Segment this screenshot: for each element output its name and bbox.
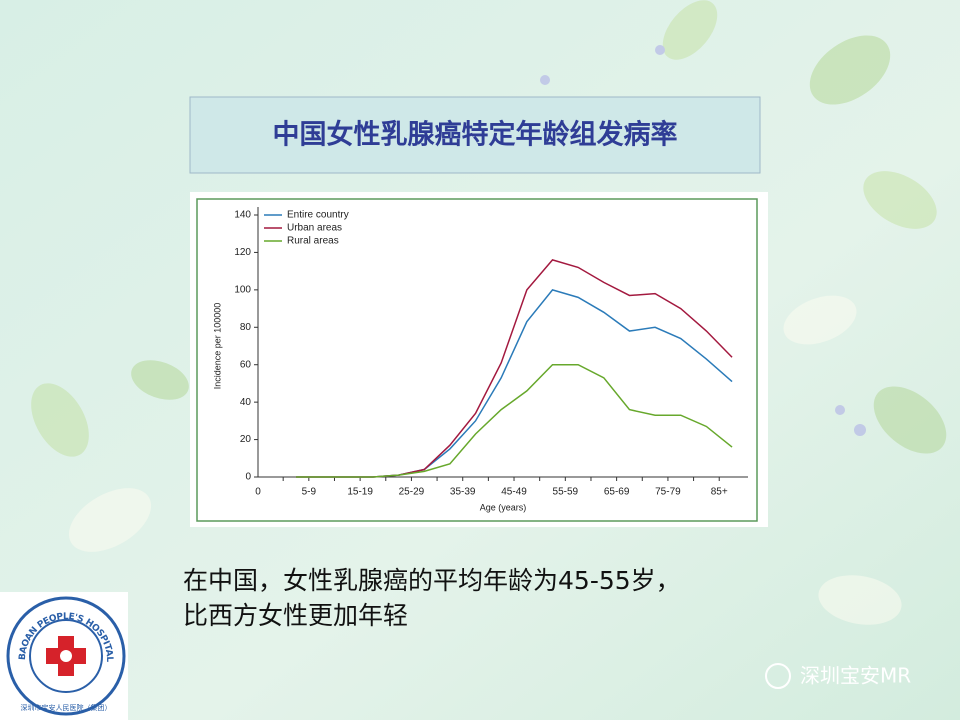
y-tick-label: 0 (245, 472, 251, 483)
y-tick-label: 120 (234, 247, 251, 258)
y-tick-label: 140 (234, 210, 251, 221)
chart-frame (196, 198, 758, 522)
x-axis-label: Age (years) (480, 502, 527, 512)
watermark-icon (765, 663, 791, 689)
x-tick-label: 45-49 (501, 487, 527, 498)
x-tick-label: 5-9 (302, 487, 317, 498)
logo-inner-ring (29, 619, 103, 693)
x-tick-label: 0 (255, 487, 261, 498)
legend-label: Urban areas (287, 223, 342, 234)
x-tick-label: 25-29 (399, 487, 425, 498)
logo-ring (6, 596, 126, 716)
y-tick-label: 20 (240, 434, 252, 445)
watermark: 深圳宝安MR (800, 664, 911, 688)
y-tick-label: 80 (240, 322, 252, 333)
caption-line: 在中国，女性乳腺癌的平均年龄为45-55岁， (183, 566, 681, 595)
x-tick-label: 75-79 (655, 487, 681, 498)
title-box (189, 96, 761, 174)
x-tick-label: 15-19 (347, 487, 373, 498)
x-tick-label: 35-39 (450, 487, 476, 498)
x-tick-label: 85+ (711, 487, 728, 498)
chart-background (190, 192, 768, 527)
y-tick-label: 40 (240, 397, 252, 408)
caption-line: 比西方女性更加年轻 (183, 601, 408, 630)
y-tick-label: 100 (234, 284, 251, 295)
logo-inner-text: 深圳市宝安人民医院（集团） (21, 703, 112, 712)
legend-label: Rural areas (287, 236, 339, 247)
y-axis-label: Incidence per 100000 (212, 303, 222, 390)
slide-title: 中国女性乳腺癌特定年龄组发病率 (273, 119, 678, 151)
leaf-decoration (31, 0, 947, 625)
x-tick-label: 65-69 (604, 487, 630, 498)
logo-heart (60, 650, 72, 662)
legend-label: Entire country (287, 210, 349, 221)
chart: 0 20 40 60 80 100 120 140 0 5-9 15-19 25-29 35-39 45-… (212, 207, 748, 512)
y-tick-label: 60 (240, 359, 252, 370)
x-tick-label: 55-59 (553, 487, 579, 498)
series-line (296, 363, 733, 478)
